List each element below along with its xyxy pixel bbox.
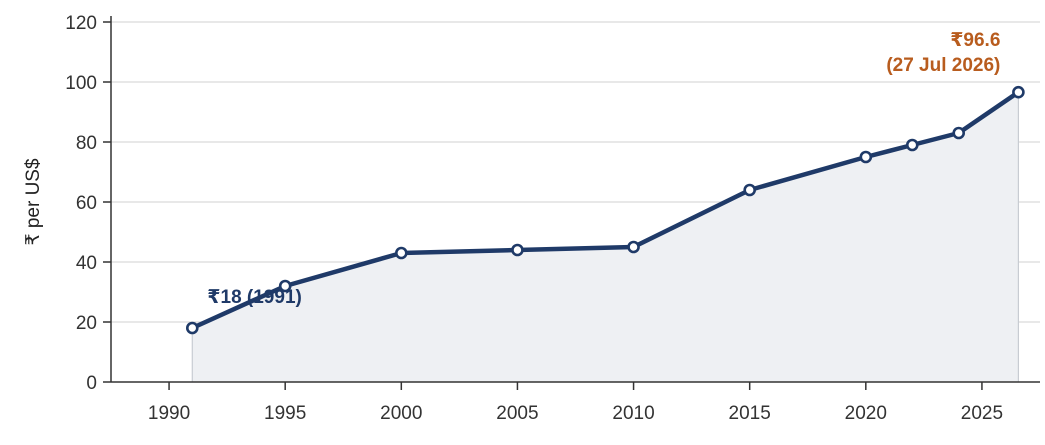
data-point — [1012, 85, 1025, 99]
y-tick-label: 40 — [76, 253, 97, 274]
data-points — [185, 85, 1025, 335]
data-point — [905, 138, 919, 152]
series-line — [190, 89, 1021, 331]
y-tick-label: 80 — [76, 133, 97, 154]
y-tick-label: 60 — [76, 193, 97, 214]
annotation-end-value: ₹96.6 — [950, 30, 1000, 51]
y-tick-label: 120 — [65, 13, 97, 34]
drop-lines — [191, 92, 1020, 382]
data-point — [185, 321, 199, 335]
x-tick-label: 2025 — [961, 403, 1003, 424]
annotation-start: ₹18 (1991) — [207, 287, 302, 308]
data-point — [859, 150, 873, 164]
x-tick-label: 2000 — [380, 403, 422, 424]
x-tick-label: 1990 — [148, 403, 190, 424]
y-tick-label: 0 — [86, 373, 97, 394]
x-tick-label: 2005 — [496, 403, 538, 424]
x-tick-label: 1995 — [264, 403, 306, 424]
x-axis-ticks: 1990 1995 2000 2005 2010 2015 2020 2025 — [148, 382, 1003, 424]
data-point — [952, 126, 966, 140]
data-point — [627, 240, 640, 254]
y-axis-title: ₹ per US$ — [23, 158, 44, 246]
data-point — [395, 246, 408, 260]
annotation-end-date: (27 Jul 2026) — [886, 55, 1000, 76]
data-point — [278, 279, 292, 293]
x-tick-label: 2015 — [729, 403, 771, 424]
y-tick-label: 20 — [76, 313, 97, 334]
y-tick-label: 100 — [65, 73, 97, 94]
data-point — [743, 183, 756, 197]
x-tick-label: 2020 — [845, 403, 887, 424]
data-point — [511, 243, 524, 257]
y-axis-ticks: 0 20 40 60 80 100 120 — [65, 13, 111, 394]
x-tick-label: 2010 — [612, 403, 654, 424]
area-fill — [192, 92, 1019, 382]
